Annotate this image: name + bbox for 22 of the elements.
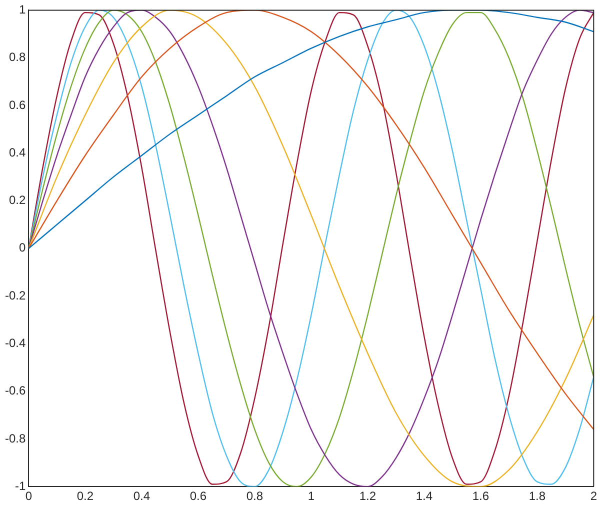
x-tick-label: 0.4 <box>133 489 150 504</box>
y-tick-label: 1 <box>18 2 26 17</box>
x-tick-label: 2 <box>590 489 598 504</box>
x-tick-label: 1 <box>308 489 315 504</box>
y-tick-label: 0.8 <box>8 50 26 64</box>
line-series <box>28 10 594 249</box>
x-tick-label: 1.8 <box>528 489 546 504</box>
y-tick-label: -0.8 <box>4 431 26 446</box>
y-tick-label: 0.2 <box>8 193 26 208</box>
y-tick-label: -1 <box>15 478 26 493</box>
y-tick-label: 0.6 <box>8 98 26 112</box>
y-tick-label: -0.6 <box>4 384 26 398</box>
x-tick-label: 0.2 <box>76 489 94 504</box>
x-tick-label: 0.6 <box>190 489 207 504</box>
y-tick-label: -0.2 <box>4 288 26 302</box>
y-tick-label: 0 <box>18 240 26 255</box>
x-tick-label: 1.2 <box>359 489 376 504</box>
x-tick-label: 1.4 <box>416 489 433 504</box>
y-tick-label: -0.4 <box>4 336 26 350</box>
x-tick-label: 0.8 <box>246 489 264 504</box>
x-tick-label: 1.6 <box>472 489 490 504</box>
y-tick-label: 0.4 <box>8 145 26 160</box>
